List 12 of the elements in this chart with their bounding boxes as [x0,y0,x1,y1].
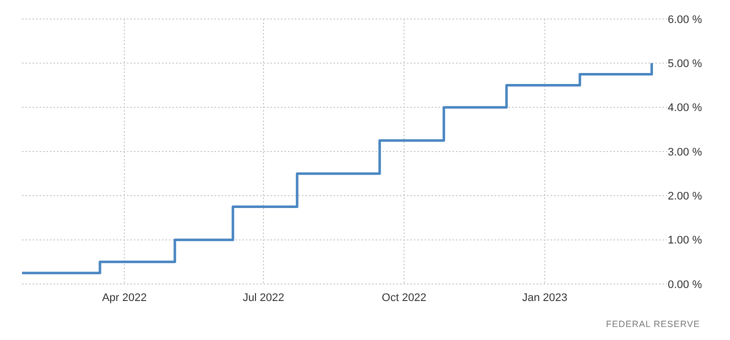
y-tick-label: 4.00 % [668,102,702,114]
x-tick-label: Jul 2022 [242,292,284,304]
y-tick-label: 2.00 % [668,190,702,203]
y-tick-label: 1.00 % [668,234,702,247]
text: FEDERAL RESERVE [606,319,700,329]
y-tick-label: 3.00 % [668,146,702,158]
y-tick-label: 5.00 % [668,58,702,70]
y-tick-label: 0.00 % [668,278,702,291]
x-tick-label: Apr 2022 [102,292,147,304]
x-tick-label: Oct 2022 [382,292,426,304]
y-tick-label: 6.00 % [668,14,702,26]
x-tick-label: Jan 2023 [522,292,568,304]
